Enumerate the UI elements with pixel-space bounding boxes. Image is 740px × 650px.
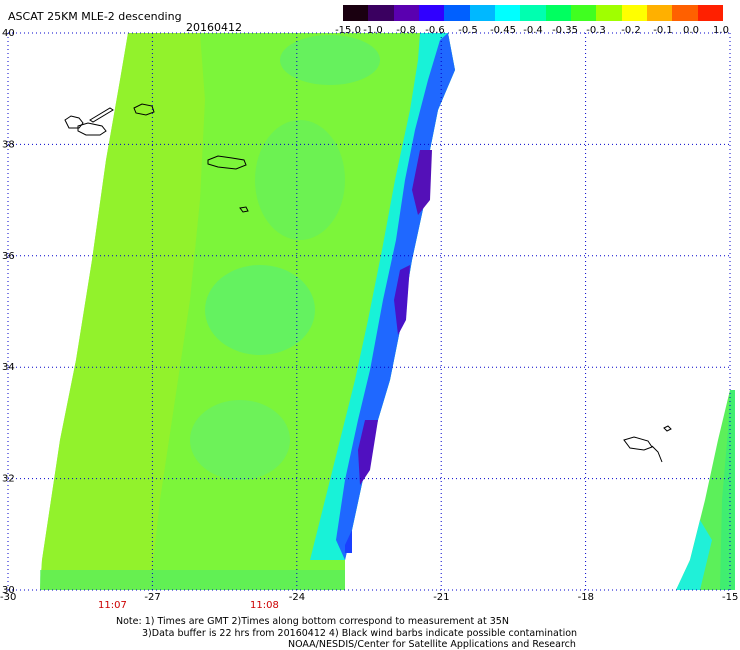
x-axis-label: -21 xyxy=(433,592,449,603)
color-scale-label: -0.35 xyxy=(552,25,578,36)
x-axis-label: -18 xyxy=(578,592,594,603)
color-scale-swatch xyxy=(646,5,673,21)
color-scale-swatch xyxy=(672,5,698,21)
color-scale-label: -0.5 xyxy=(458,25,478,36)
y-axis-label: 38 xyxy=(2,139,15,150)
color-scale-swatch xyxy=(494,5,521,21)
color-scale-label: 0.0 xyxy=(683,25,699,36)
x-axis-labels: -30 -27 -24 -21 -18 -15 xyxy=(0,592,738,603)
note-line-2: 3)Data buffer is 22 hrs from 20160412 4)… xyxy=(142,628,578,639)
product-title: ASCAT 25KM MLE-2 descending xyxy=(8,10,182,23)
color-scale-label: -0.45 xyxy=(490,25,516,36)
color-scale-swatch xyxy=(520,5,546,21)
color-scale-swatch xyxy=(368,5,394,21)
color-scale-label: 1.0 xyxy=(713,25,729,36)
island-outlines xyxy=(64,103,672,463)
y-axis-label: 34 xyxy=(2,362,15,373)
note-line-3: NOAA/NESDIS/Center for Satellite Applica… xyxy=(288,639,576,650)
time-label-1: 11:07 xyxy=(98,600,127,611)
color-scale-swatch xyxy=(545,5,571,21)
color-scale-label: -0.1 xyxy=(653,25,673,36)
color-scale-label: -15.0 xyxy=(335,25,361,36)
color-scale-labels: -15.0 -1.0 -0.8 -0.6 -0.5 -0.45 -0.4 -0.35 -0.3 -… xyxy=(328,25,738,37)
x-axis-label: -15 xyxy=(722,592,738,603)
color-scale-swatch xyxy=(596,5,622,21)
color-scale-label: -1.0 xyxy=(363,25,383,36)
color-scale-label: -0.2 xyxy=(621,25,641,36)
y-axis-label: 40 xyxy=(2,28,15,39)
color-scale-label: -0.8 xyxy=(396,25,416,36)
y-axis-label: 30 xyxy=(2,585,15,596)
color-scale-swatch xyxy=(621,5,647,21)
color-scale-swatch xyxy=(343,5,369,21)
color-scale-swatch xyxy=(469,5,495,21)
color-scale-swatch xyxy=(570,5,597,21)
color-scale-label: -0.3 xyxy=(586,25,606,36)
product-date: 20160412 xyxy=(186,21,242,34)
map-gridlines xyxy=(7,32,731,591)
color-scale-bar xyxy=(343,5,723,21)
x-axis-label: -24 xyxy=(289,592,305,603)
y-axis-label: 32 xyxy=(2,474,15,485)
time-label-2: 11:08 xyxy=(250,600,279,611)
y-axis-labels: 40 38 36 34 32 30 xyxy=(2,28,15,596)
color-scale-swatch xyxy=(418,5,445,21)
scatterometer-swath xyxy=(40,33,455,590)
color-scale-label: -0.6 xyxy=(425,25,445,36)
color-scale-swatch xyxy=(444,5,470,21)
x-axis-label: -27 xyxy=(144,592,160,603)
color-scale-swatch xyxy=(697,5,723,21)
x-axis-label: -30 xyxy=(0,592,16,603)
color-scale-label: -0.4 xyxy=(523,25,543,36)
color-scale-swatch xyxy=(393,5,419,21)
eastern-swath xyxy=(676,390,735,590)
y-axis-label: 36 xyxy=(2,251,15,262)
note-line-1: Note: 1) Times are GMT 2)Times along bot… xyxy=(116,616,509,627)
